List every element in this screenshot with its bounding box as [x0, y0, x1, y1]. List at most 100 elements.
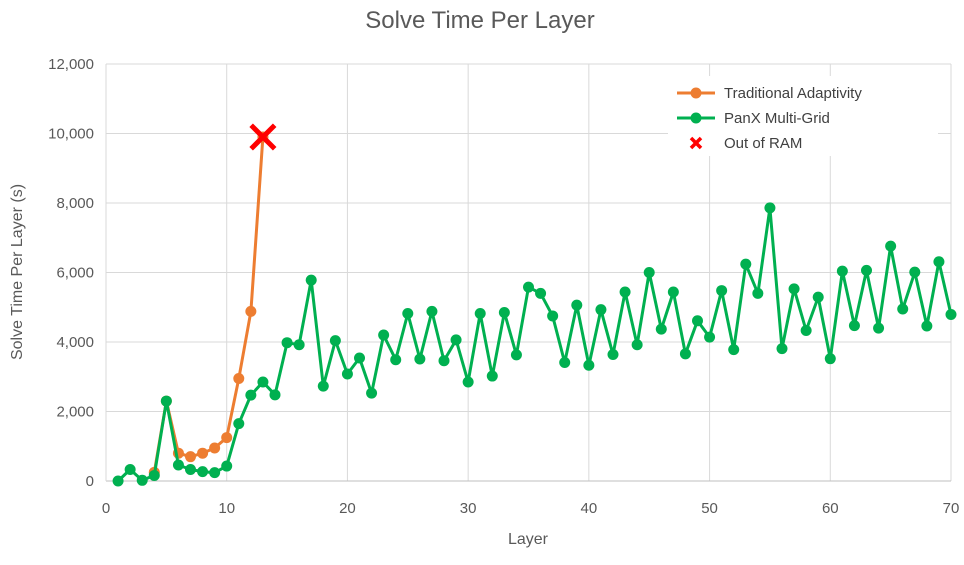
data-point [547, 310, 559, 322]
y-axis-label: Solve Time Per Layer (s) [9, 184, 26, 360]
x-tick-label: 0 [102, 500, 110, 517]
data-point [438, 355, 450, 367]
data-point [221, 460, 233, 472]
y-tick-label: 4,000 [56, 334, 94, 351]
data-point [631, 339, 643, 351]
data-point [148, 469, 160, 481]
data-point [861, 264, 872, 276]
data-point [269, 389, 281, 401]
out-of-ram-marker [249, 123, 277, 151]
data-point [824, 353, 836, 365]
data-point [643, 267, 655, 278]
data-point [317, 380, 329, 392]
y-tick-labels: 0 2,000 4,000 6,000 8,000 10,000 12,000 [48, 56, 94, 490]
data-point [305, 274, 317, 286]
data-point [160, 395, 172, 407]
data-point [136, 474, 148, 486]
legend-label: PanX Multi-Grid [724, 110, 830, 127]
data-point [354, 352, 365, 364]
data-point [245, 305, 257, 317]
data-point [933, 256, 945, 268]
data-point [535, 287, 547, 299]
legend: Traditional Adaptivity PanX Multi-Grid Out… [668, 76, 938, 156]
data-point [909, 266, 921, 278]
data-point [233, 418, 245, 430]
data-point [426, 305, 438, 317]
data-point [655, 323, 667, 335]
y-tick-label: 10,000 [48, 126, 94, 143]
data-point [414, 353, 426, 365]
x-tick-label: 20 [339, 500, 356, 517]
data-point [185, 464, 196, 476]
y-tick-label: 6,000 [56, 265, 94, 282]
data-point [450, 334, 462, 346]
series-group [112, 131, 957, 487]
data-point [776, 343, 788, 355]
data-point [692, 315, 703, 327]
y-tick-label: 0 [86, 473, 94, 490]
x-tick-labels: 0 10 20 30 40 50 60 70 [102, 500, 960, 517]
x-axis-label: Layer [508, 531, 549, 548]
data-point [293, 339, 305, 351]
data-point [679, 348, 691, 360]
data-point [571, 299, 583, 311]
data-point [812, 291, 824, 303]
data-point [257, 376, 269, 388]
data-point [245, 389, 257, 401]
y-tick-label: 8,000 [56, 195, 94, 212]
data-point [704, 331, 716, 343]
y-tick-label: 12,000 [48, 56, 94, 73]
legend-entry: Out of RAM [689, 135, 802, 152]
x-tick-label: 30 [460, 500, 477, 517]
data-point [390, 354, 402, 366]
data-point [486, 370, 498, 382]
data-point [366, 387, 378, 399]
data-point [510, 349, 522, 361]
data-point [619, 286, 631, 298]
data-point [112, 475, 124, 487]
data-point [221, 432, 233, 444]
legend-entry: PanX Multi-Grid [677, 110, 830, 127]
data-point [462, 376, 474, 388]
legend-label: Out of RAM [724, 135, 802, 152]
data-point [172, 459, 184, 471]
data-point [885, 240, 897, 252]
data-point [873, 322, 885, 334]
legend-dot [690, 87, 702, 99]
data-point [124, 464, 136, 476]
data-point [607, 349, 619, 361]
data-point [378, 329, 390, 341]
markers-group [249, 123, 277, 151]
data-point [921, 320, 933, 332]
data-point [209, 442, 221, 454]
x-tick-label: 10 [218, 500, 235, 517]
data-point [523, 281, 534, 293]
axes [105, 64, 951, 482]
x-tick-label: 50 [701, 500, 718, 517]
series-line [117, 206, 953, 483]
data-point [800, 325, 812, 337]
marker-stroke [249, 123, 277, 151]
data-point [667, 286, 679, 298]
x-tick-label: 60 [822, 500, 839, 517]
data-point [474, 308, 486, 320]
data-point [836, 265, 848, 277]
data-point [559, 357, 571, 369]
legend-entry: Traditional Adaptivity [677, 85, 862, 102]
data-point [583, 359, 595, 371]
data-point [197, 447, 209, 459]
chart-title: Solve Time Per Layer [365, 7, 594, 34]
data-point [329, 335, 341, 347]
data-point [740, 258, 752, 270]
y-tick-label: 2,000 [56, 404, 94, 421]
data-point [341, 368, 353, 380]
data-point [716, 285, 728, 297]
data-point [945, 309, 957, 321]
legend-x [689, 136, 703, 150]
series-0 [148, 131, 269, 478]
data-point [209, 467, 221, 479]
legend-label: Traditional Adaptivity [724, 85, 862, 102]
series-1 [112, 202, 957, 487]
data-point [402, 308, 414, 320]
